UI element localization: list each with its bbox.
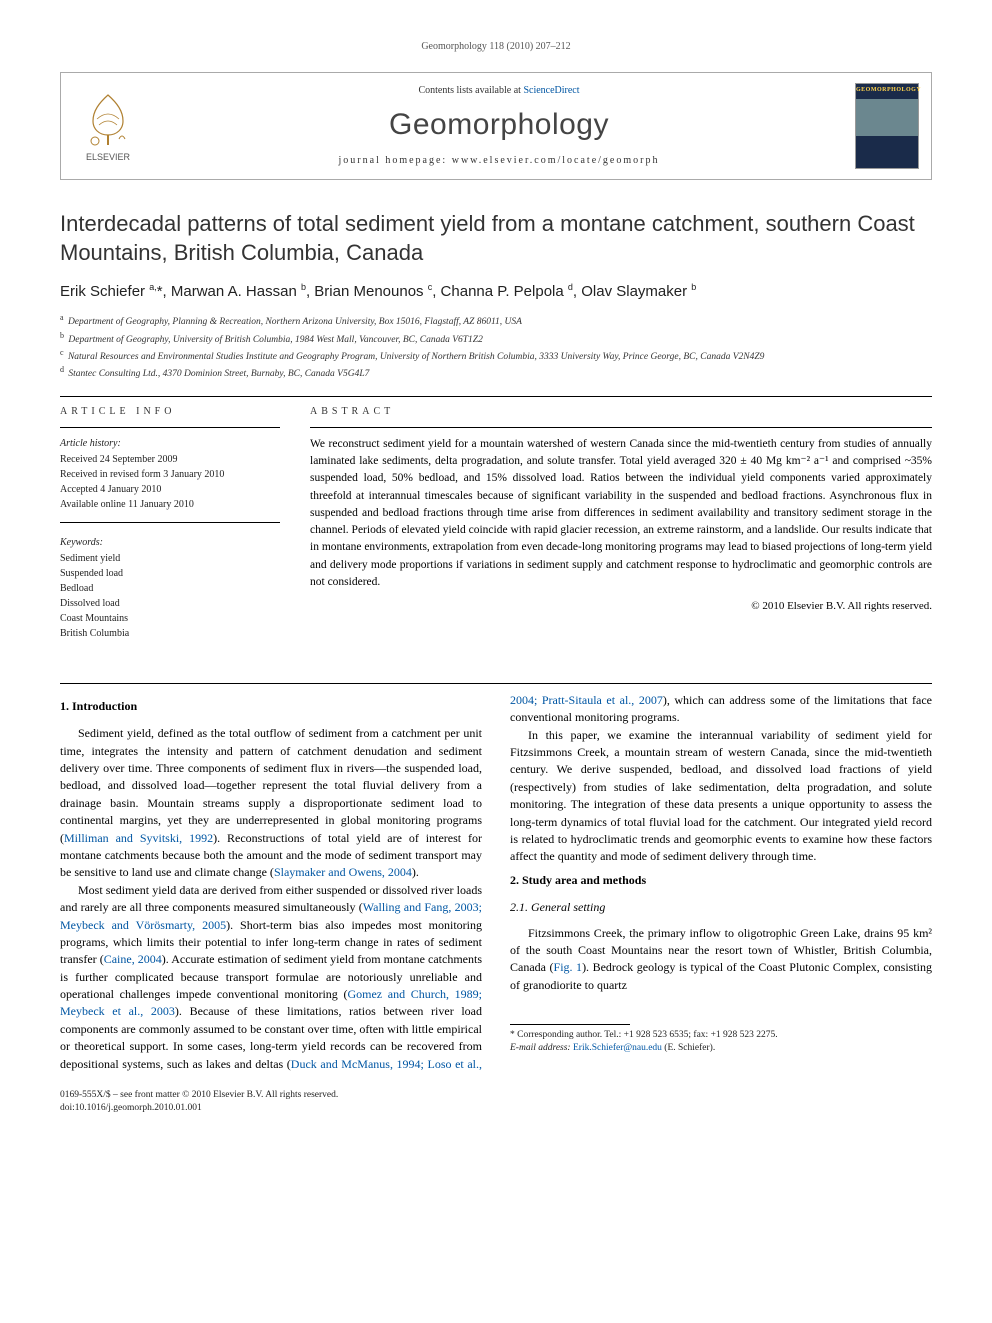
keyword: Suspended load	[60, 566, 280, 581]
contents-prefix: Contents lists available at	[418, 85, 523, 96]
footnote-line: * Corresponding author. Tel.: +1 928 523…	[510, 1029, 932, 1042]
cover-label: GEOMORPHOLOGY	[856, 86, 918, 94]
article-title: Interdecadal patterns of total sediment …	[60, 210, 932, 267]
elsevier-logo: ELSEVIER	[73, 86, 143, 166]
keywords-block: Keywords: Sediment yieldSuspended loadBe…	[60, 535, 280, 651]
journal-masthead: ELSEVIER Contents lists available at Sci…	[60, 72, 932, 180]
affiliation: d Stantec Consulting Ltd., 4370 Dominion…	[60, 364, 932, 381]
footnote-line: E-mail address: Erik.Schiefer@nau.edu (E…	[510, 1042, 932, 1055]
footer-copyright: 0169-555X/$ – see front matter © 2010 El…	[60, 1089, 932, 1102]
rule	[60, 396, 932, 397]
journal-title: Geomorphology	[157, 104, 841, 146]
history-line: Received 24 September 2009	[60, 452, 280, 467]
footer-doi: doi:10.1016/j.geomorph.2010.01.001	[60, 1102, 932, 1115]
keyword: Dissolved load	[60, 596, 280, 611]
page: Geomorphology 118 (2010) 207–212 ELSEVIE…	[0, 0, 992, 1156]
keyword: Coast Mountains	[60, 611, 280, 626]
rule	[60, 683, 932, 684]
text-run: Sediment yield, defined as the total out…	[60, 726, 482, 844]
sciencedirect-link[interactable]: ScienceDirect	[523, 85, 579, 96]
author-list: Erik Schiefer a,*, Marwan A. Hassan b, B…	[60, 281, 932, 302]
keywords-label: Keywords:	[60, 535, 280, 550]
keyword: Sediment yield	[60, 551, 280, 566]
homepage-prefix: journal homepage:	[339, 155, 452, 166]
email-link[interactable]: Erik.Schiefer@nau.edu	[573, 1043, 662, 1053]
abstract-copyright: © 2010 Elsevier B.V. All rights reserved…	[310, 599, 932, 614]
citation-link[interactable]: Milliman and Syvitski, 1992	[64, 831, 213, 845]
abstract: abstract We reconstruct sediment yield f…	[310, 405, 932, 663]
body-paragraph: In this paper, we examine the interannua…	[510, 727, 932, 866]
elsevier-tree-icon	[79, 89, 137, 149]
affiliation: c Natural Resources and Environmental St…	[60, 347, 932, 364]
body-paragraph: Sediment yield, defined as the total out…	[60, 725, 482, 882]
publisher-label: ELSEVIER	[86, 151, 130, 164]
corresponding-author-footnote: * Corresponding author. Tel.: +1 928 523…	[510, 1029, 932, 1056]
citation-link[interactable]: Slaymaker and Owens, 2004	[274, 865, 412, 879]
front-matter-footer: 0169-555X/$ – see front matter © 2010 El…	[60, 1089, 932, 1116]
article-history-block: Article history: Received 24 September 2…	[60, 436, 280, 523]
running-header: Geomorphology 118 (2010) 207–212	[60, 40, 932, 54]
section-heading-intro: 1. Introduction	[60, 698, 482, 715]
info-abstract-row: article info Article history: Received 2…	[60, 405, 932, 663]
footnote-rule	[510, 1024, 630, 1025]
article-body: 1. Introduction Sediment yield, defined …	[60, 692, 932, 1073]
affiliation: b Department of Geography, University of…	[60, 330, 932, 347]
homepage-url[interactable]: www.elsevier.com/locate/geomorph	[452, 155, 660, 166]
email-label: E-mail address:	[510, 1043, 573, 1053]
text-run: ).	[412, 865, 419, 879]
rule	[310, 427, 932, 428]
history-line: Available online 11 January 2010	[60, 497, 280, 512]
contents-available-line: Contents lists available at ScienceDirec…	[157, 84, 841, 98]
citation-link[interactable]: Caine, 2004	[104, 952, 162, 966]
history-line: Received in revised form 3 January 2010	[60, 467, 280, 482]
history-label: Article history:	[60, 436, 280, 451]
keyword: British Columbia	[60, 626, 280, 641]
article-info: article info Article history: Received 2…	[60, 405, 280, 663]
affiliation: a Department of Geography, Planning & Re…	[60, 312, 932, 329]
rule	[60, 427, 280, 428]
masthead-center: Contents lists available at ScienceDirec…	[157, 84, 841, 168]
text-run: (E. Schiefer).	[662, 1043, 715, 1053]
abstract-body: We reconstruct sediment yield for a moun…	[310, 436, 932, 591]
history-line: Accepted 4 January 2010	[60, 482, 280, 497]
body-paragraph: Fitzsimmons Creek, the primary inflow to…	[510, 925, 932, 995]
figure-link[interactable]: Fig. 1	[554, 960, 583, 974]
journal-homepage-line: journal homepage: www.elsevier.com/locat…	[157, 154, 841, 168]
abstract-heading: abstract	[310, 405, 932, 419]
section-heading-methods: 2. Study area and methods	[510, 872, 932, 889]
journal-cover-thumb: GEOMORPHOLOGY	[855, 83, 919, 169]
affiliation-list: a Department of Geography, Planning & Re…	[60, 312, 932, 382]
article-info-heading: article info	[60, 405, 280, 419]
keyword: Bedload	[60, 581, 280, 596]
subsection-heading-setting: 2.1. General setting	[510, 899, 932, 916]
